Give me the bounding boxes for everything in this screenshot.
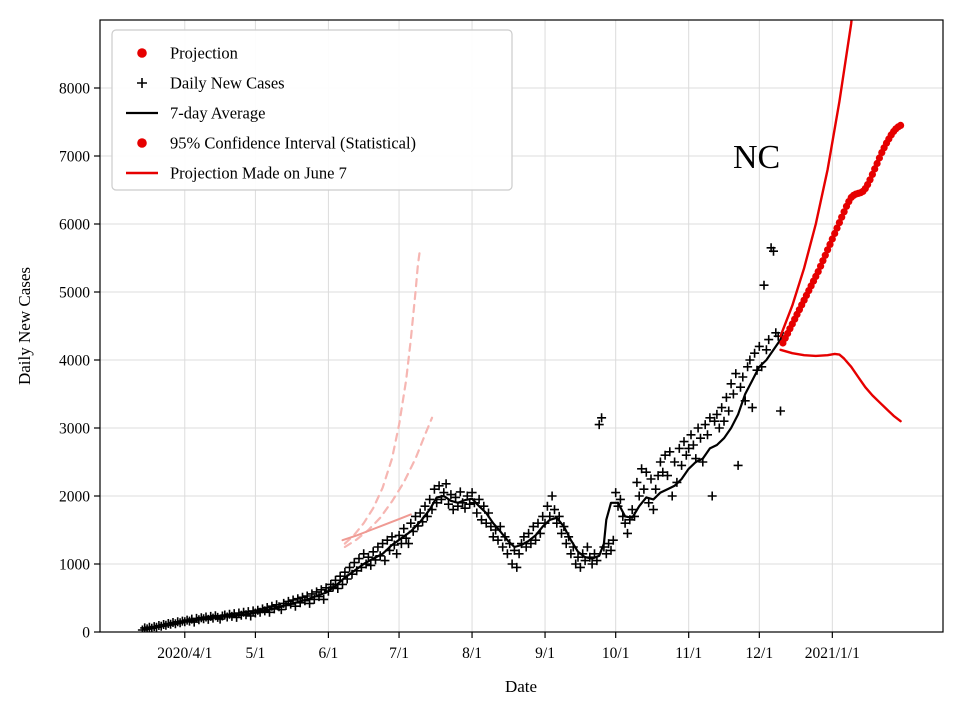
y-tick-label: 2000 [59,489,90,506]
projection-dot [838,213,846,221]
projection-dot [835,219,844,227]
projection-dot [821,251,829,259]
x-tick-label: 7/1 [389,645,409,662]
legend-red-dot-icon [137,138,147,148]
projection-dot [871,165,879,173]
projection-dot [897,121,905,129]
legend-label: 95% Confidence Interval (Statistical) [170,134,416,153]
y-axis-label: Daily New Cases [15,267,34,385]
projection-dot [833,224,841,232]
projection-dot [873,159,881,168]
projection-dot [868,170,877,178]
legend-red-dot-icon [137,48,147,58]
projection-dot [828,235,836,243]
legend-label: Projection [170,44,238,63]
x-tick-label: 6/1 [319,645,339,662]
y-tick-label: 8000 [59,81,90,98]
y-tick-label: 6000 [59,217,90,234]
projection-dot [831,229,839,238]
legend-label: Projection Made on June 7 [170,164,347,183]
y-tick-label: 5000 [59,285,90,302]
x-tick-label: 12/1 [746,645,774,662]
legend-plus-icon [137,78,147,88]
data-series [137,20,905,632]
projection-dot [814,268,822,276]
y-tick-label: 7000 [59,149,90,166]
legend-box [111,29,513,191]
projection-dot [826,240,834,248]
legend-label: 7-day Average [170,104,265,123]
x-tick-label: 11/1 [675,645,702,662]
projection-dot [866,176,874,184]
x-tick-label: 2021/1/1 [805,645,860,662]
projection-dot [819,257,827,265]
series-june7-ci-upper [343,246,422,545]
series-june7-projection-center [341,513,412,542]
projection-dot [840,208,848,216]
legend: Projection Daily New Cases 7-day Average 95… [111,29,513,191]
x-tick-label: 8/1 [462,645,482,662]
plot-border [99,19,944,633]
y-tick-label: 1000 [59,557,90,574]
x-axis-label: Date [505,677,537,696]
y-tick-label: 0 [82,625,90,642]
x-tick-label: 10/1 [602,645,630,662]
series-seven-day-average [146,331,785,631]
projection-dot [817,262,825,270]
series-june7-ci-lower [343,416,434,549]
legend-label: Daily New Cases [170,74,285,93]
axes: 2020/4/1 5/1 6/1 7/1 8/1 9/1 10/1 11/1 12/1 2021/… [59,81,860,663]
x-tick-label: 9/1 [535,645,555,662]
series-projection [779,121,905,347]
state-annotation: NC [733,139,780,176]
y-tick-label: 3000 [59,421,90,438]
projection-dot [875,154,884,162]
y-tick-label: 4000 [59,353,90,370]
series-ci-lower [779,348,902,423]
projection-dot [824,246,832,254]
series-ci-upper [779,20,853,338]
x-tick-label: 5/1 [246,645,266,662]
series-daily-new-cases [137,243,785,632]
x-tick-label: 2020/4/1 [157,645,212,662]
